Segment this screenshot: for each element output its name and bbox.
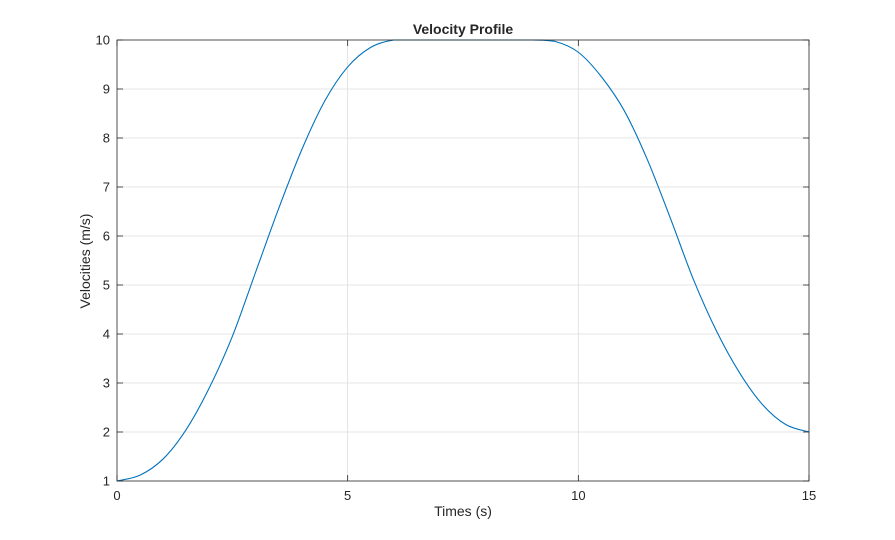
- y-tick-label: 9: [103, 82, 110, 97]
- y-tick-label: 3: [103, 376, 110, 391]
- y-tick-label: 4: [103, 327, 110, 342]
- x-tick-labels: 0 5 10 15: [113, 488, 816, 503]
- y-tick-labels: 1 2 3 4 5 6 7 8 9 10: [96, 33, 110, 489]
- x-axis-label: Times (s): [434, 503, 492, 519]
- x-tick-label: 10: [571, 488, 585, 503]
- grid: [117, 40, 809, 481]
- y-tick-label: 2: [103, 425, 110, 440]
- y-tick-label: 6: [103, 229, 110, 244]
- ticks: [116, 39, 810, 482]
- y-axis-label: Velocities (m/s): [77, 214, 93, 309]
- axes-box: [116, 39, 810, 482]
- x-tick-label: 5: [344, 488, 351, 503]
- y-tick-label: 1: [103, 474, 110, 489]
- y-tick-label: 7: [103, 180, 110, 195]
- y-tick-label: 10: [96, 33, 110, 48]
- y-tick-label: 8: [103, 131, 110, 146]
- y-tick-label: 5: [103, 278, 110, 293]
- x-tick-label: 15: [802, 488, 816, 503]
- chart-title: Velocity Profile: [413, 21, 514, 37]
- x-tick-label: 0: [113, 488, 120, 503]
